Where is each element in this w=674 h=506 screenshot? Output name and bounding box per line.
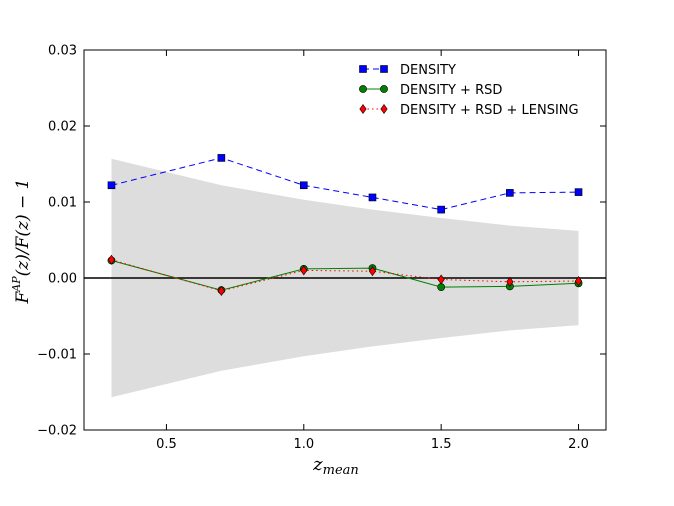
legend-marker-density-rsd-lensing	[380, 103, 388, 115]
y-axis-label: FAP(z)/F(z) − 1	[10, 179, 33, 305]
data-point-density	[368, 193, 377, 202]
data-point-density-rsd-lensing	[300, 265, 308, 276]
series-density	[107, 154, 583, 214]
data-point-density-rsd-lensing	[437, 274, 445, 285]
data-point-density-rsd-lensing	[574, 276, 583, 287]
y-tick-label: 0.00	[48, 272, 77, 287]
data-point-density	[506, 189, 514, 197]
data-point-density-rsd-lensing	[217, 285, 225, 296]
legend-item-density: DENSITY	[359, 63, 456, 78]
data-point-density	[107, 181, 116, 190]
legend: DENSITY DENSITY + RSD DENSITY + RSD + LENS…	[359, 63, 579, 118]
x-axis-label: zmean	[312, 454, 359, 478]
legend-marker-density-rsd-lensing	[359, 103, 367, 115]
x-tick-label: 2.0	[568, 437, 589, 452]
legend-label-density: DENSITY	[400, 63, 456, 78]
y-tick-label: −0.02	[37, 424, 77, 439]
data-point-density	[217, 154, 226, 162]
series-density-rsd-lensing	[107, 254, 583, 296]
legend-label-density-rsd-lensing: DENSITY + RSD + LENSING	[400, 103, 579, 118]
legend-marker-density	[359, 65, 367, 73]
x-tick-label: 1.5	[431, 437, 452, 452]
data-point-density	[574, 188, 583, 196]
y-tick-label: 0.01	[48, 196, 77, 211]
data-point-density-rsd-lensing	[107, 254, 116, 265]
legend-item-density-rsd: DENSITY + RSD	[359, 83, 502, 98]
y-tick-label: −0.01	[37, 348, 77, 363]
y-tick-label: 0.02	[48, 120, 77, 135]
x-tick-label: 1.0	[293, 437, 314, 452]
x-tick-label: 0.5	[156, 437, 177, 452]
legend-item-density-rsd-lensing: DENSITY + RSD + LENSING	[359, 103, 579, 118]
plot-frame	[83, 49, 607, 431]
legend-label-density-rsd: DENSITY + RSD	[400, 83, 502, 98]
data-point-density	[299, 181, 308, 190]
data-point-density	[437, 205, 445, 214]
legend-marker-density-rsd	[359, 85, 367, 93]
legend-marker-density-rsd	[380, 85, 388, 93]
data-point-density-rsd	[437, 283, 446, 292]
data-point-density-rsd-lensing	[506, 276, 514, 287]
legend-marker-density	[380, 65, 388, 73]
data-point-density-rsd-lensing	[368, 266, 377, 277]
y-tick-label: 0.03	[48, 44, 77, 59]
